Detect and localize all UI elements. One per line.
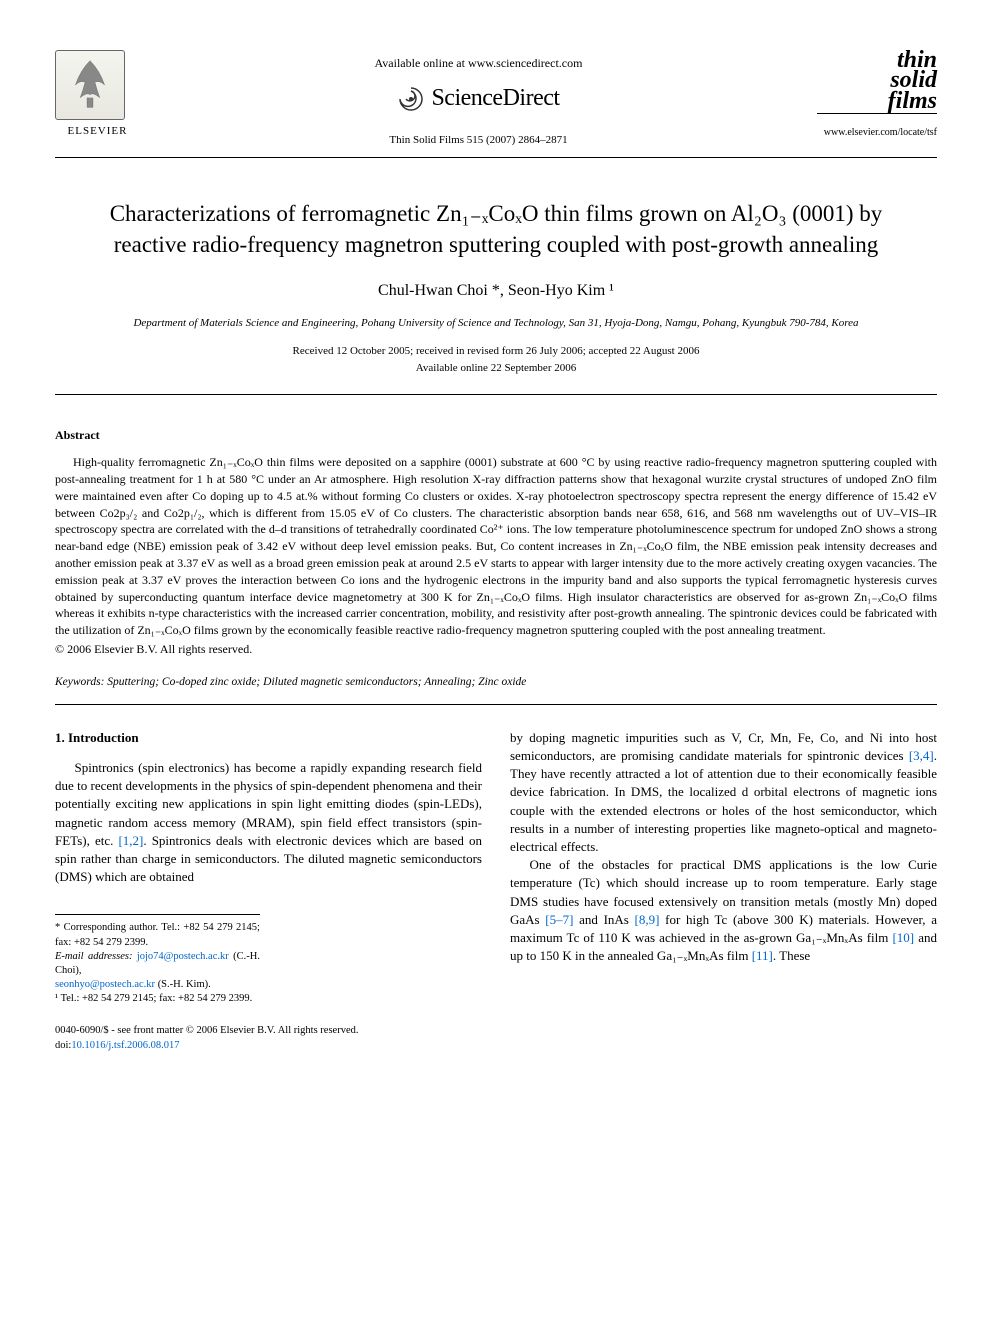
doi-line: doi:10.1016/j.tsf.2006.08.017 (55, 1039, 358, 1054)
corresponding-author: * Corresponding author. Tel.: +82 54 279… (55, 921, 260, 949)
affiliation: Department of Materials Science and Engi… (55, 316, 937, 331)
ref-link-5-7[interactable]: [5–7] (545, 912, 573, 927)
ref-link-8-9[interactable]: [8,9] (635, 912, 660, 927)
doi-label: doi: (55, 1040, 71, 1051)
journal-logo-block: thin solid films www.elsevier.com/locate… (817, 50, 937, 140)
elsevier-logo: ELSEVIER (55, 50, 140, 145)
header-rule (55, 157, 937, 158)
ref-link-11[interactable]: [11] (752, 948, 773, 963)
email-2[interactable]: seonhyo@postech.ac.kr (55, 979, 155, 990)
front-matter-line: 0040-6090/$ - see front matter © 2006 El… (55, 1024, 358, 1039)
post-abstract-rule (55, 704, 937, 705)
abstract-heading: Abstract (55, 427, 937, 444)
publisher-name: ELSEVIER (55, 124, 140, 139)
footer-left: 0040-6090/$ - see front matter © 2006 El… (55, 1024, 358, 1053)
journal-url: www.elsevier.com/locate/tsf (817, 126, 937, 140)
footer-row: 0040-6090/$ - see front matter © 2006 El… (55, 1024, 937, 1053)
sciencedirect-text: ScienceDirect (431, 82, 559, 116)
intro-col2-p1-b: . They have recently attracted a lot of … (510, 748, 937, 854)
email-label: E-mail addresses: (55, 951, 132, 962)
pre-abstract-rule (55, 394, 937, 395)
header-row: ELSEVIER Available online at www.science… (55, 50, 937, 149)
article-title: Characterizations of ferromagnetic Zn₁₋ₓ… (85, 198, 907, 260)
intro-heading: 1. Introduction (55, 729, 482, 747)
intro-para-1: Spintronics (spin electronics) has becom… (55, 759, 482, 886)
keywords-line: Keywords: Sputtering; Co-doped zinc oxid… (55, 674, 937, 690)
abstract-body: High-quality ferromagnetic Zn₁₋ₓCoₓO thi… (55, 454, 937, 639)
ref-link-1-2[interactable]: [1,2] (118, 833, 143, 848)
tsf-l3: films (813, 91, 937, 111)
doi-value[interactable]: 10.1016/j.tsf.2006.08.017 (71, 1040, 179, 1051)
intro-col2-p1-a: by doping magnetic impurities such as V,… (510, 730, 937, 763)
available-date: Available online 22 September 2006 (55, 361, 937, 376)
thin-solid-films-logo: thin solid films (817, 50, 937, 111)
body-columns: 1. Introduction Spintronics (spin electr… (55, 729, 937, 1007)
center-header: Available online at www.sciencedirect.co… (140, 50, 817, 149)
footnotes: * Corresponding author. Tel.: +82 54 279… (55, 914, 260, 1006)
email-line: E-mail addresses: jojo74@postech.ac.kr (… (55, 950, 260, 978)
copyright-line: © 2006 Elsevier B.V. All rights reserved… (55, 641, 937, 658)
ref-link-3-4[interactable]: [3,4] (909, 748, 934, 763)
left-column: 1. Introduction Spintronics (spin electr… (55, 729, 482, 1007)
intro-col2-p2-b: and InAs (573, 912, 634, 927)
authors: Chul-Hwan Choi *, Seon-Hyo Kim ¹ (55, 280, 937, 302)
available-online-text: Available online at www.sciencedirect.co… (140, 55, 817, 72)
keywords-value: Sputtering; Co-doped zinc oxide; Diluted… (107, 676, 526, 688)
intro-col2-p1: by doping magnetic impurities such as V,… (510, 729, 937, 856)
footnote-1: ¹ Tel.: +82 54 279 2145; fax: +82 54 279… (55, 992, 260, 1006)
intro-col2-p2-e: . These (773, 948, 810, 963)
keywords-label: Keywords: (55, 676, 104, 688)
ref-link-10[interactable]: [10] (892, 930, 914, 945)
received-dates: Received 12 October 2005; received in re… (55, 344, 937, 359)
sciencedirect-logo: ScienceDirect (140, 82, 817, 116)
email-line-2: seonhyo@postech.ac.kr (S.-H. Kim). (55, 978, 260, 992)
sciencedirect-swirl-icon (397, 85, 425, 113)
email-1[interactable]: jojo74@postech.ac.kr (137, 951, 229, 962)
elsevier-tree-icon (55, 50, 125, 120)
email-2-name: (S.-H. Kim). (158, 979, 211, 990)
intro-col2-p2: One of the obstacles for practical DMS a… (510, 856, 937, 965)
right-column: by doping magnetic impurities such as V,… (510, 729, 937, 1007)
journal-reference: Thin Solid Films 515 (2007) 2864–2871 (140, 133, 817, 148)
